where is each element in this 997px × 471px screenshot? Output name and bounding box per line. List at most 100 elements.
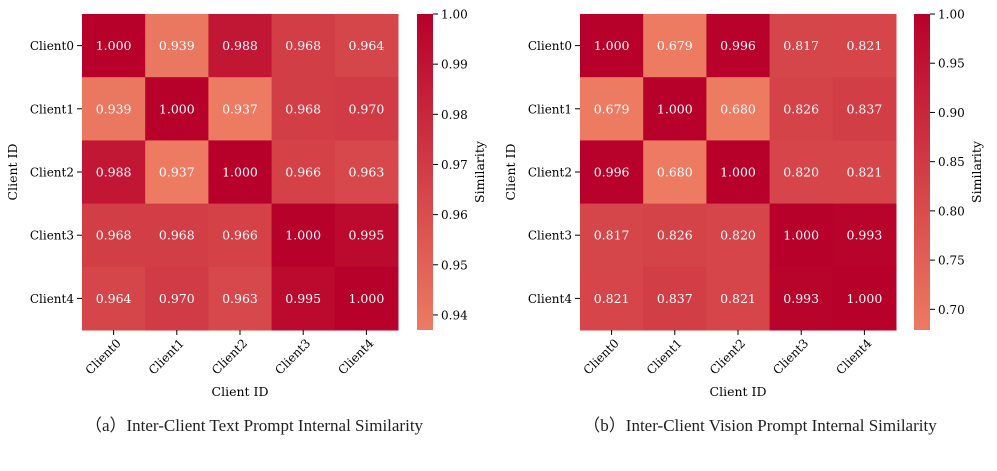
cell-value-label: 1.000 xyxy=(594,38,630,53)
y-tick-label: Client2 xyxy=(30,166,74,180)
cell-value-label: 0.939 xyxy=(159,38,195,53)
y-tick-label: Client1 xyxy=(528,102,572,116)
cell-value-label: 0.968 xyxy=(96,228,132,243)
x-tick-label: Client0 xyxy=(83,336,124,377)
cell-value-label: 0.937 xyxy=(222,101,258,116)
cell-value-label: 0.964 xyxy=(349,38,385,53)
cell-value-label: 0.821 xyxy=(720,291,756,306)
cell-value-label: 0.837 xyxy=(847,101,883,116)
heatmap-cell xyxy=(208,77,273,141)
colorbar-tick-label: 0.99 xyxy=(441,58,468,72)
cell-value-label: 0.826 xyxy=(657,228,693,243)
heatmap-cell xyxy=(82,266,146,331)
colorbar-tick-label: 0.70 xyxy=(938,303,965,317)
cell-value-label: 0.821 xyxy=(847,165,883,180)
heatmap-panel-b: 1.000 0.679 0.996 0.817 0.821 0.679 1.000 0.680… xyxy=(503,8,984,436)
heatmap-cell xyxy=(580,14,644,78)
heatmap-cell xyxy=(769,203,834,268)
cell-value-label: 0.937 xyxy=(159,165,195,180)
cell-value-label: 0.995 xyxy=(349,228,385,243)
cell-value-label: 0.996 xyxy=(594,165,630,180)
colorbar xyxy=(914,14,930,330)
heatmap-cell xyxy=(580,266,644,331)
heatmap-cell xyxy=(769,266,834,331)
heatmap-cell xyxy=(832,140,897,205)
heatmap-cell xyxy=(271,14,336,78)
y-tick-label: Client1 xyxy=(30,102,74,116)
heatmap-cell xyxy=(271,140,336,205)
heatmap-cell xyxy=(832,266,897,331)
heatmap-cell xyxy=(334,266,399,331)
cell-value-label: 0.966 xyxy=(285,165,321,180)
cell-value-label: 1.000 xyxy=(783,228,819,243)
colorbar-tick-label: 1.00 xyxy=(441,8,468,22)
colorbar-tick-label: 0.80 xyxy=(938,204,965,218)
colorbar-tick-label: 0.85 xyxy=(938,155,965,169)
heatmap-cell xyxy=(271,77,336,141)
x-tick-label: Client2 xyxy=(209,336,250,377)
y-tick-label: Client4 xyxy=(30,292,75,306)
colorbar-tick-label: 0.97 xyxy=(441,158,468,172)
y-tick-label: Client0 xyxy=(30,39,74,53)
heatmap-cell xyxy=(769,140,834,205)
y-axis-label: Client ID xyxy=(5,144,20,201)
heatmap-cell xyxy=(769,77,834,141)
cell-value-label: 1.000 xyxy=(285,228,321,243)
cell-value-label: 0.821 xyxy=(847,38,883,53)
y-tick-label: Client2 xyxy=(528,166,572,180)
colorbar-tick-label: 1.00 xyxy=(938,8,965,22)
cell-value-label: 0.817 xyxy=(783,38,819,53)
heatmap-cell xyxy=(706,14,771,78)
cell-value-label: 0.996 xyxy=(720,38,756,53)
heatmap-cell xyxy=(769,14,834,78)
heatmap-cell xyxy=(643,77,707,141)
y-axis-label: Client ID xyxy=(503,144,518,201)
heatmap-cell xyxy=(706,203,771,268)
heatmap-cell xyxy=(145,266,209,331)
heatmap-cell xyxy=(643,14,707,78)
cell-value-label: 0.966 xyxy=(222,228,258,243)
cell-value-label: 1.000 xyxy=(159,101,195,116)
cell-value-label: 0.939 xyxy=(96,101,132,116)
x-tick-label: Client2 xyxy=(707,336,748,377)
cell-value-label: 0.988 xyxy=(222,38,258,53)
cell-value-label: 0.964 xyxy=(96,291,132,306)
colorbar-tick-label: 0.95 xyxy=(938,57,965,71)
cell-value-label: 0.680 xyxy=(720,101,756,116)
cell-value-label: 0.826 xyxy=(783,101,819,116)
x-tick-label: Client1 xyxy=(644,336,685,377)
heatmap-cell xyxy=(82,140,146,205)
heatmap-cell xyxy=(145,14,209,78)
colorbar-tick-label: 0.98 xyxy=(441,108,468,122)
figure-caption: （b）Inter-Client Vision Prompt Internal S… xyxy=(583,416,937,435)
cell-value-label: 0.970 xyxy=(349,101,385,116)
heatmap-cell xyxy=(82,203,146,268)
heatmap-cell xyxy=(82,77,146,141)
y-tick-label: Client3 xyxy=(528,229,572,243)
cell-value-label: 0.679 xyxy=(594,101,630,116)
heatmap-cell xyxy=(706,266,771,331)
cell-value-label: 0.837 xyxy=(657,291,693,306)
cell-value-label: 1.000 xyxy=(96,38,132,53)
figure-caption: （a）Inter-Client Text Prompt Internal Sim… xyxy=(85,416,424,435)
cell-value-label: 0.993 xyxy=(847,228,883,243)
y-tick-label: Client0 xyxy=(528,39,572,53)
x-tick-label: Client3 xyxy=(272,336,313,377)
heatmap-cell xyxy=(643,203,707,268)
cell-value-label: 0.970 xyxy=(159,291,195,306)
cell-value-label: 1.000 xyxy=(720,165,756,180)
heatmap-cell xyxy=(832,203,897,268)
cell-value-label: 0.968 xyxy=(285,101,321,116)
colorbar-tick-label: 0.94 xyxy=(441,308,468,322)
heatmap-cell xyxy=(706,77,771,141)
cell-value-label: 0.680 xyxy=(657,165,693,180)
cell-value-label: 0.963 xyxy=(349,165,385,180)
colorbar-label: Similarity xyxy=(969,140,984,203)
heatmap-cell xyxy=(208,266,273,331)
colorbar-tick-label: 0.95 xyxy=(441,258,468,272)
heatmap-cell xyxy=(643,140,707,205)
heatmap-panel-a: 1.000 0.939 0.988 0.968 0.964 0.939 1.000 0.937… xyxy=(5,8,487,436)
cell-value-label: 1.000 xyxy=(657,101,693,116)
x-tick-label: Client0 xyxy=(581,336,622,377)
